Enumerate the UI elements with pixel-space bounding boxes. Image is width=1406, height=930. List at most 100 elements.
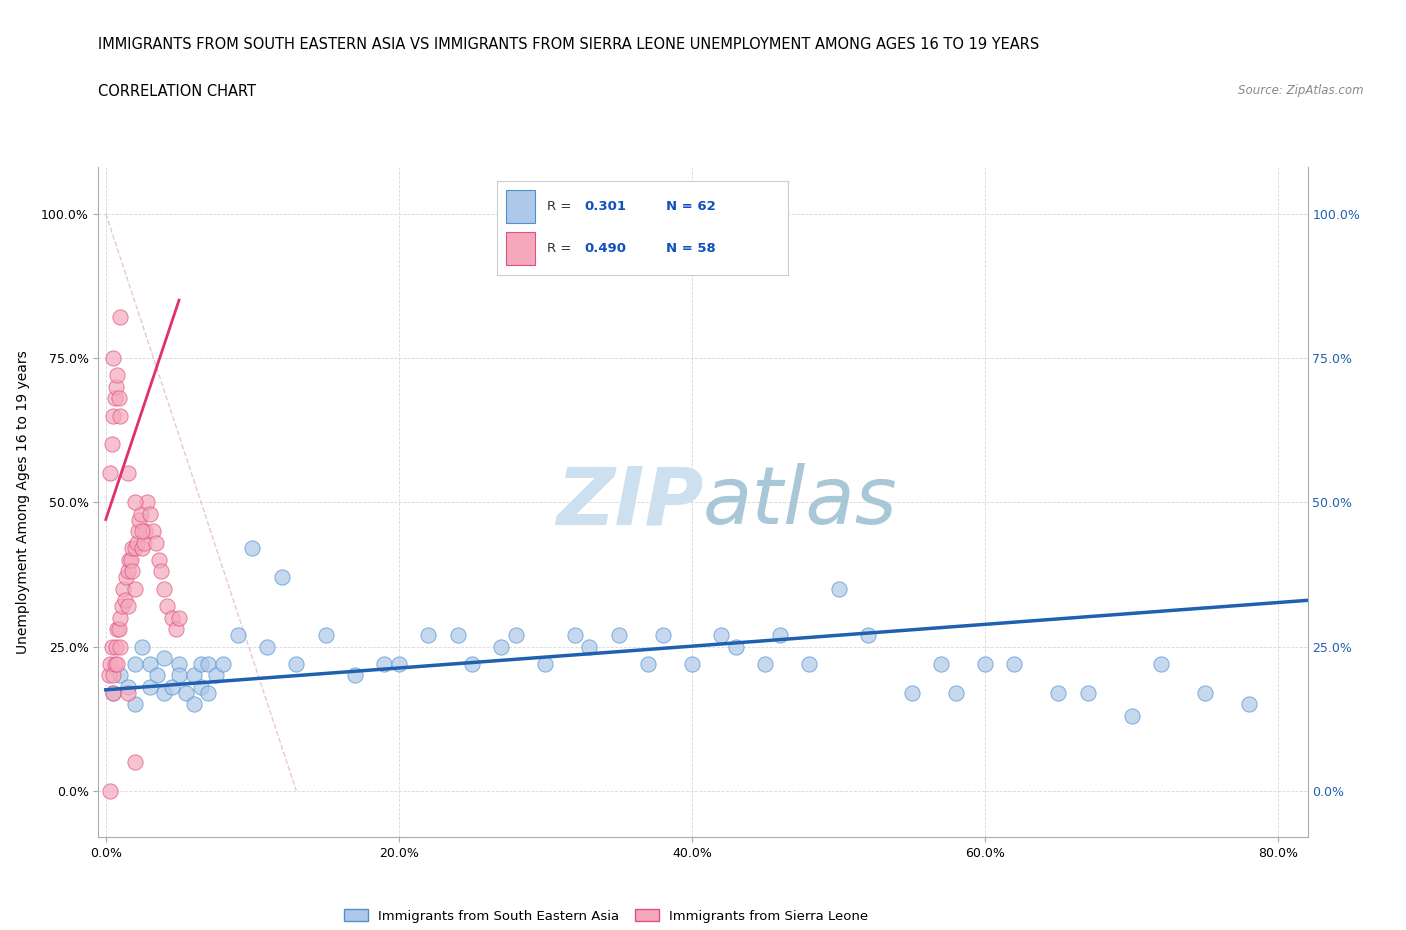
Point: [134, 524, 156, 538]
Point: [637, 657, 659, 671]
Point: [197, 685, 219, 700]
Point: [754, 657, 776, 671]
Point: [138, 657, 160, 671]
Text: CORRELATION CHART: CORRELATION CHART: [98, 84, 256, 99]
Point: [461, 657, 484, 671]
Text: atlas: atlas: [703, 463, 898, 541]
Point: [564, 628, 586, 643]
Point: [124, 495, 146, 510]
Point: [1047, 685, 1070, 700]
Point: [226, 628, 249, 643]
Point: [120, 552, 142, 567]
Point: [607, 628, 630, 643]
Point: [107, 367, 129, 382]
Point: [138, 680, 160, 695]
Point: [131, 524, 153, 538]
Point: [124, 657, 146, 671]
Point: [128, 512, 150, 527]
Point: [212, 657, 235, 671]
Point: [115, 570, 138, 585]
Point: [118, 552, 141, 567]
Point: [491, 639, 513, 654]
Point: [121, 541, 143, 556]
Point: [1004, 657, 1026, 671]
Point: [111, 599, 134, 614]
Point: [129, 506, 152, 521]
Point: [117, 599, 139, 614]
Point: [101, 685, 124, 700]
Point: [270, 570, 292, 585]
Point: [285, 657, 308, 671]
Point: [148, 552, 170, 567]
Point: [446, 628, 468, 643]
Point: [150, 564, 173, 578]
Point: [135, 495, 157, 510]
Point: [190, 657, 212, 671]
Point: [388, 657, 411, 671]
Point: [929, 657, 952, 671]
Point: [240, 541, 263, 556]
Point: [142, 524, 165, 538]
Point: [145, 535, 167, 550]
Point: [1121, 709, 1143, 724]
Point: [124, 697, 146, 711]
Point: [160, 680, 183, 695]
Point: [769, 628, 792, 643]
Point: [124, 581, 146, 596]
Point: [98, 783, 121, 798]
Point: [315, 628, 337, 643]
Point: [98, 657, 121, 671]
Point: [1237, 697, 1260, 711]
Point: [110, 610, 132, 625]
Point: [724, 639, 747, 654]
Point: [132, 535, 155, 550]
Point: [165, 622, 187, 637]
Point: [125, 535, 148, 550]
Legend: Immigrants from South Eastern Asia, Immigrants from Sierra Leone: Immigrants from South Eastern Asia, Immi…: [339, 904, 875, 928]
Point: [117, 466, 139, 481]
Point: [856, 628, 879, 643]
Point: [901, 685, 924, 700]
Point: [105, 639, 128, 654]
Point: [160, 610, 183, 625]
Point: [98, 466, 121, 481]
Point: [505, 628, 527, 643]
Point: [190, 680, 212, 695]
Point: [110, 310, 132, 325]
Point: [974, 657, 997, 671]
Point: [117, 685, 139, 700]
Text: ZIP: ZIP: [555, 463, 703, 541]
Point: [108, 622, 131, 637]
Point: [1150, 657, 1173, 671]
Y-axis label: Unemployment Among Ages 16 to 19 years: Unemployment Among Ages 16 to 19 years: [15, 351, 30, 654]
Point: [110, 639, 132, 654]
Point: [343, 668, 366, 683]
Point: [103, 391, 125, 405]
Point: [124, 754, 146, 769]
Point: [578, 639, 600, 654]
Point: [197, 657, 219, 671]
Point: [103, 657, 125, 671]
Point: [100, 437, 122, 452]
Point: [146, 668, 169, 683]
Point: [256, 639, 278, 654]
Point: [110, 408, 132, 423]
Point: [153, 685, 176, 700]
Point: [124, 541, 146, 556]
Point: [167, 668, 190, 683]
Point: [167, 657, 190, 671]
Point: [1077, 685, 1099, 700]
Point: [121, 564, 143, 578]
Point: [114, 593, 136, 608]
Point: [105, 379, 128, 394]
Point: [204, 668, 226, 683]
Point: [153, 651, 176, 666]
Point: [131, 541, 153, 556]
Point: [138, 506, 160, 521]
Point: [418, 628, 440, 643]
Point: [156, 599, 179, 614]
Point: [827, 581, 849, 596]
Point: [117, 680, 139, 695]
Point: [100, 639, 122, 654]
Point: [799, 657, 821, 671]
